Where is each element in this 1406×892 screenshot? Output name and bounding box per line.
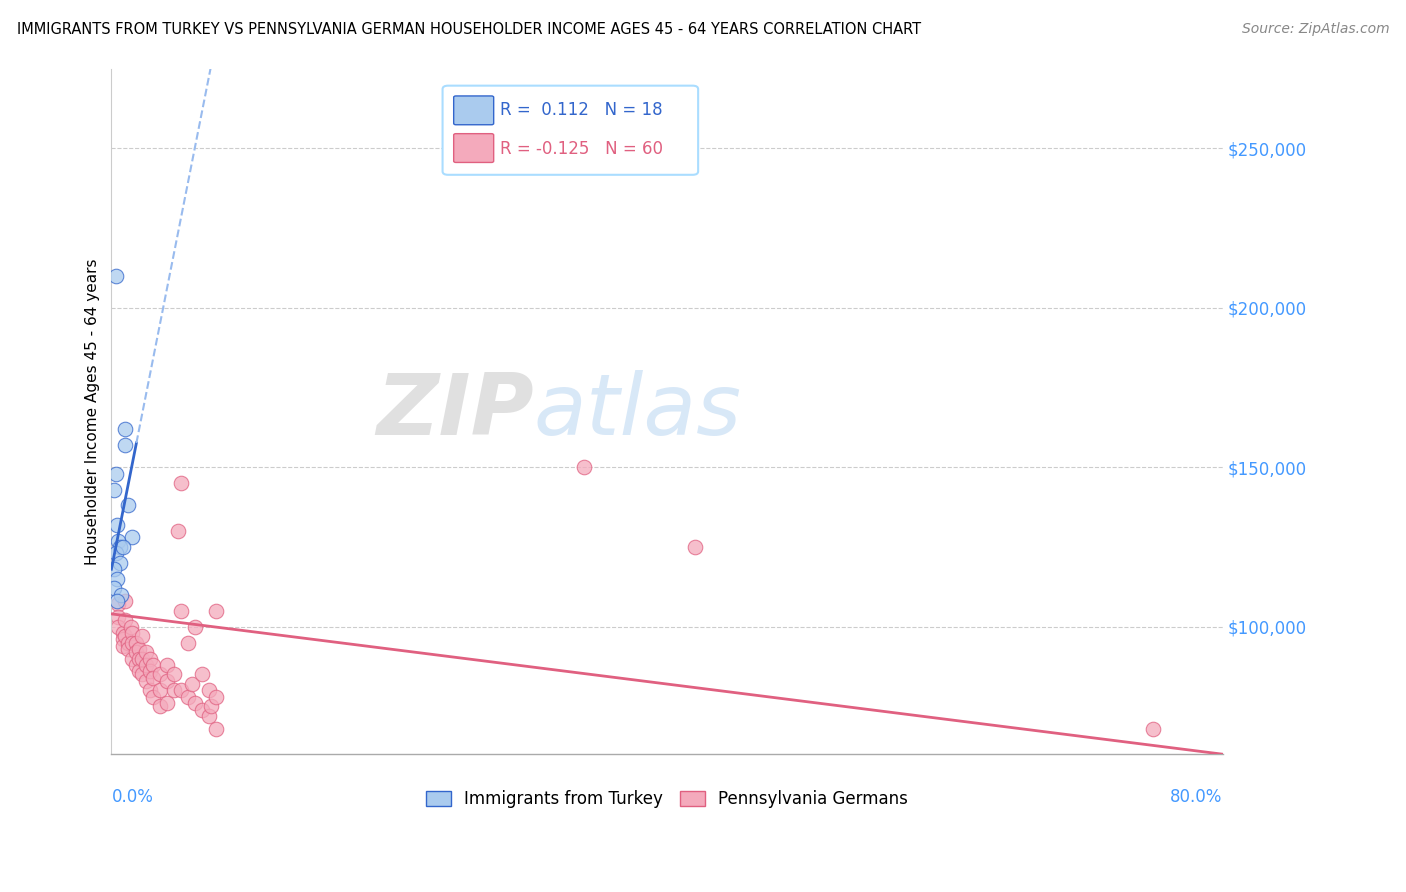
Point	[105, 517, 128, 532]
Point	[103, 483, 125, 497]
Point	[117, 635, 139, 649]
Point	[114, 613, 136, 627]
Point	[114, 629, 136, 643]
Text: R = -0.125   N = 60: R = -0.125 N = 60	[501, 140, 664, 158]
Point	[149, 683, 172, 698]
Point	[156, 696, 179, 710]
Point	[200, 699, 222, 714]
Point	[114, 594, 136, 608]
Point	[131, 667, 153, 681]
Point	[142, 671, 165, 685]
Point	[167, 524, 190, 538]
Point	[139, 665, 162, 679]
Point	[184, 620, 207, 634]
Point	[128, 642, 150, 657]
Point	[117, 499, 139, 513]
FancyBboxPatch shape	[454, 134, 494, 162]
Point	[107, 620, 129, 634]
Text: IMMIGRANTS FROM TURKEY VS PENNSYLVANIA GERMAN HOUSEHOLDER INCOME AGES 45 - 64 YE: IMMIGRANTS FROM TURKEY VS PENNSYLVANIA G…	[17, 22, 921, 37]
Point	[135, 645, 157, 659]
Point	[107, 533, 129, 548]
Point	[110, 588, 132, 602]
Point	[121, 635, 143, 649]
Point	[190, 667, 212, 681]
Point	[190, 702, 212, 716]
Point	[117, 642, 139, 657]
Point	[125, 645, 148, 659]
Point	[108, 540, 131, 554]
Point	[125, 657, 148, 672]
Point	[135, 657, 157, 672]
Point	[156, 673, 179, 688]
Point	[107, 610, 129, 624]
Point	[120, 620, 142, 634]
Point	[156, 657, 179, 672]
Point	[184, 696, 207, 710]
Point	[107, 597, 129, 611]
Point	[111, 632, 134, 647]
Legend: Immigrants from Turkey, Pennsylvania Germans: Immigrants from Turkey, Pennsylvania Ger…	[419, 783, 915, 814]
Point	[104, 268, 127, 283]
Point	[108, 556, 131, 570]
Text: ZIP: ZIP	[375, 370, 534, 453]
Point	[114, 422, 136, 436]
Point	[170, 683, 193, 698]
FancyBboxPatch shape	[443, 86, 699, 175]
Point	[104, 467, 127, 481]
Point	[149, 699, 172, 714]
Point	[131, 651, 153, 665]
Point	[104, 546, 127, 560]
FancyBboxPatch shape	[454, 96, 494, 125]
Point	[135, 673, 157, 688]
Point	[197, 709, 219, 723]
Point	[131, 629, 153, 643]
Point	[142, 690, 165, 704]
Point	[204, 604, 226, 618]
Point	[177, 635, 200, 649]
Point	[121, 530, 143, 544]
Point	[204, 690, 226, 704]
Point	[121, 626, 143, 640]
Point	[572, 460, 595, 475]
Point	[683, 540, 706, 554]
Point	[111, 639, 134, 653]
Point	[181, 677, 204, 691]
Point	[1142, 722, 1164, 736]
Point	[111, 626, 134, 640]
Y-axis label: Householder Income Ages 45 - 64 years: Householder Income Ages 45 - 64 years	[86, 258, 100, 565]
Text: 80.0%: 80.0%	[1170, 789, 1223, 806]
Point	[142, 657, 165, 672]
Point	[121, 651, 143, 665]
Point	[105, 594, 128, 608]
Point	[204, 722, 226, 736]
Point	[170, 476, 193, 491]
Text: Source: ZipAtlas.com: Source: ZipAtlas.com	[1241, 22, 1389, 37]
Point	[170, 604, 193, 618]
Point	[163, 683, 186, 698]
Point	[111, 540, 134, 554]
Point	[177, 690, 200, 704]
Text: 0.0%: 0.0%	[111, 789, 153, 806]
Point	[128, 665, 150, 679]
Point	[163, 667, 186, 681]
Point	[139, 683, 162, 698]
Point	[139, 651, 162, 665]
Point	[149, 667, 172, 681]
Point	[128, 651, 150, 665]
Point	[103, 562, 125, 576]
Text: R =  0.112   N = 18: R = 0.112 N = 18	[501, 102, 664, 120]
Point	[105, 572, 128, 586]
Point	[103, 582, 125, 596]
Point	[114, 438, 136, 452]
Text: atlas: atlas	[534, 370, 742, 453]
Point	[125, 635, 148, 649]
Point	[197, 683, 219, 698]
